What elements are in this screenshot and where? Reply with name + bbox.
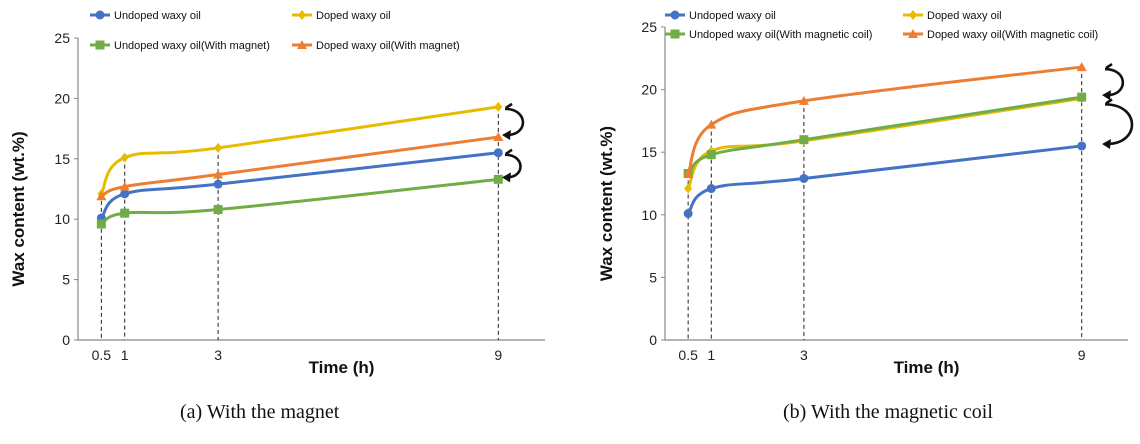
- data-point: [120, 189, 130, 199]
- data-point: [706, 150, 716, 160]
- y-axis-title: Wax content (wt.%): [9, 131, 28, 286]
- data-point: [706, 184, 716, 194]
- x-tick-label: 1: [121, 347, 129, 363]
- legend-label: Undoped waxy oil(With magnetic coil): [689, 29, 872, 41]
- legend-swatch: [665, 10, 685, 20]
- series-line-1: [686, 96, 1082, 190]
- y-tick-label: 15: [54, 151, 70, 167]
- data-point: [1077, 92, 1087, 102]
- series-line-2: [100, 177, 499, 226]
- data-point: [493, 148, 503, 158]
- x-tick-label: 9: [494, 347, 502, 363]
- data-point: [1077, 141, 1087, 151]
- x-axis-title: Time (h): [894, 358, 960, 377]
- legend-label: Doped waxy oil: [316, 10, 391, 22]
- data-point: [96, 191, 107, 201]
- y-tick-label: 10: [54, 211, 70, 227]
- legend-swatch: [90, 40, 110, 50]
- data-point: [494, 101, 503, 112]
- series-line-2: [687, 95, 1082, 175]
- data-point: [799, 135, 809, 145]
- x-tick-label: 3: [800, 347, 808, 363]
- legend-label: Undoped waxy oil: [114, 10, 201, 22]
- legend-swatch: [292, 10, 312, 20]
- legend-label: Doped waxy oil(With magnetic coil): [927, 29, 1098, 41]
- data-point: [213, 205, 223, 215]
- series-line-3: [686, 65, 1082, 175]
- legend-swatch: [665, 29, 685, 39]
- series-line-1: [99, 105, 499, 195]
- data-point: [799, 173, 809, 183]
- x-tick-label: 0.5: [678, 347, 698, 363]
- legend-swatch: [90, 10, 110, 20]
- curved-arrow-icon: [502, 102, 525, 141]
- y-tick-label: 20: [641, 82, 657, 98]
- series-line-3: [100, 135, 499, 198]
- y-tick-label: 25: [54, 30, 70, 46]
- legend-swatch: [292, 40, 312, 49]
- curved-arrow-icon: [1102, 98, 1134, 149]
- chart-caption: (a) With the magnet: [180, 401, 340, 423]
- x-axis-title: Time (h): [309, 358, 375, 377]
- data-point: [493, 132, 504, 142]
- y-axis-title: Wax content (wt.%): [597, 126, 616, 281]
- x-tick-label: 3: [214, 347, 222, 363]
- data-point: [684, 183, 693, 194]
- y-tick-label: 20: [54, 90, 70, 106]
- data-point: [213, 169, 224, 179]
- legend-swatch: [903, 10, 923, 20]
- curved-arrow-icon: [1102, 62, 1125, 101]
- legend-label: Undoped waxy oil: [689, 10, 776, 22]
- series-line-0: [100, 151, 499, 220]
- legend-label: Doped waxy oil(With magnet): [316, 40, 460, 52]
- data-point: [120, 152, 129, 163]
- legend-label: Undoped waxy oil(With magnet): [114, 40, 270, 52]
- y-tick-label: 15: [641, 144, 657, 160]
- chart-a: 0 5 10 15 20 25 0.5 1 3 9 Time (h) Wax content (wt.…: [9, 10, 545, 423]
- y-tick-label: 5: [649, 269, 657, 285]
- data-point: [798, 95, 809, 105]
- y-tick-label: 5: [62, 272, 70, 288]
- data-point: [214, 142, 223, 153]
- y-tick-label: 25: [641, 19, 657, 35]
- x-tick-label: 9: [1078, 347, 1086, 363]
- data-point: [213, 179, 223, 189]
- curved-arrow-icon: [502, 148, 522, 183]
- x-tick-label: 0.5: [92, 347, 112, 363]
- chart-b: 0 5 10 15 20 25 0.5 1 3 9 Time (h) Wax content (wt.…: [597, 10, 1134, 423]
- y-tick-label: 10: [641, 207, 657, 223]
- chart-caption: (b) With the magnetic coil: [783, 401, 993, 423]
- data-point: [683, 209, 693, 219]
- y-tick-label: 0: [649, 332, 657, 348]
- data-point: [706, 119, 717, 129]
- y-tick-label: 0: [62, 332, 70, 348]
- x-tick-label: 1: [707, 347, 715, 363]
- data-point: [119, 181, 130, 191]
- series-line-0: [686, 144, 1082, 215]
- data-point: [683, 168, 694, 178]
- data-point: [96, 219, 106, 229]
- data-point: [493, 174, 503, 184]
- legend-label: Doped waxy oil: [927, 10, 1002, 22]
- legend-swatch: [903, 29, 923, 38]
- data-point: [1076, 62, 1087, 72]
- data-point: [120, 208, 130, 218]
